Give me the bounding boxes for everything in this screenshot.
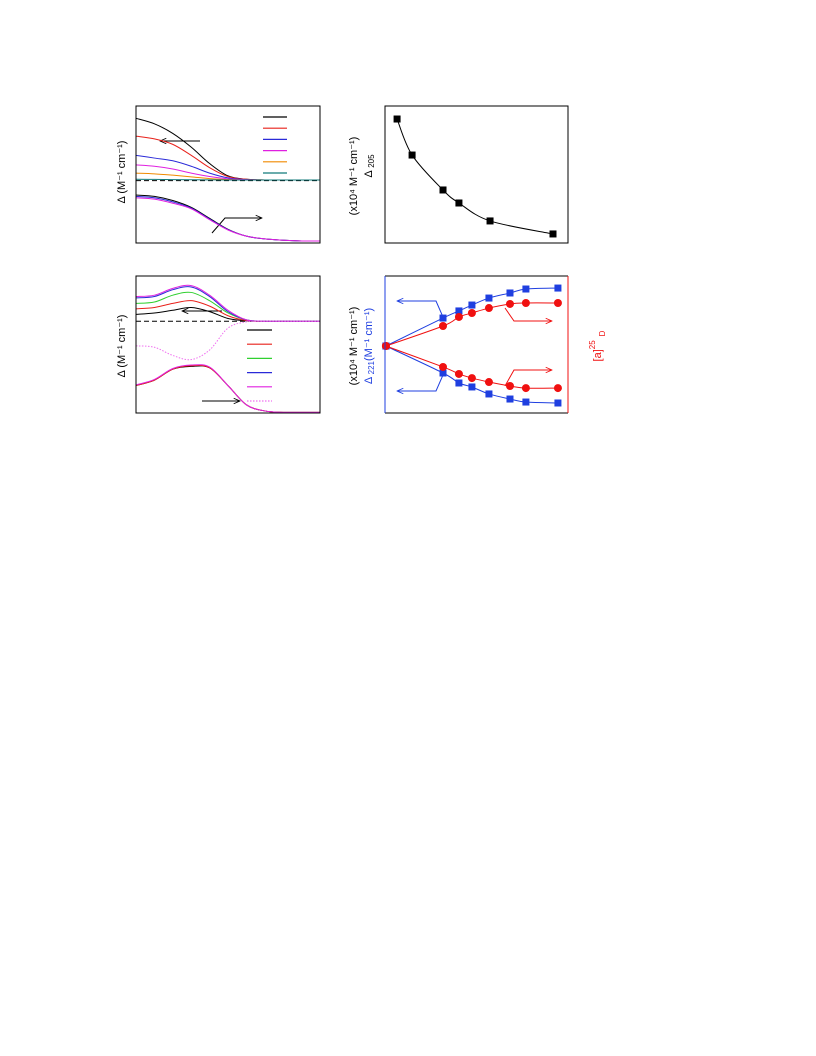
marker xyxy=(381,342,390,351)
subscript: 221 xyxy=(367,360,376,374)
y-axis-label: Δ (M⁻¹ cm⁻¹) xyxy=(116,141,128,204)
arrow xyxy=(397,374,444,391)
marker xyxy=(553,298,562,307)
line xyxy=(135,320,320,361)
plot-frame xyxy=(135,275,321,414)
marker xyxy=(454,312,463,321)
marker xyxy=(455,379,463,387)
marker xyxy=(522,285,530,293)
marker xyxy=(439,362,448,371)
marker xyxy=(554,284,562,292)
line xyxy=(135,178,320,181)
y-axis-label: (x10⁴ M⁻¹ cm⁻¹) xyxy=(348,307,360,386)
arrow xyxy=(397,301,444,318)
subscript: 205 xyxy=(367,154,376,168)
marker xyxy=(439,186,447,194)
marker xyxy=(553,384,562,393)
marker xyxy=(506,395,514,403)
marker xyxy=(468,301,476,309)
line xyxy=(135,307,320,322)
marker xyxy=(521,384,530,393)
line xyxy=(135,135,320,181)
line xyxy=(135,364,320,413)
y-axis-label: Δ (M⁻¹ cm⁻¹) xyxy=(116,315,128,378)
marker xyxy=(485,390,493,398)
marker xyxy=(455,307,463,315)
marker xyxy=(486,217,494,225)
line xyxy=(135,117,320,181)
marker xyxy=(506,289,514,297)
line xyxy=(135,364,320,413)
marker xyxy=(484,304,493,313)
subscript: D xyxy=(598,330,607,336)
marker xyxy=(505,299,514,308)
line xyxy=(135,291,320,322)
marker xyxy=(439,369,447,377)
line xyxy=(135,195,321,242)
marker xyxy=(554,399,562,407)
y-axis-label: Δ 221(M⁻¹ cm⁻¹) xyxy=(363,308,376,384)
marker xyxy=(549,230,557,238)
plot-frame xyxy=(384,105,569,244)
marker xyxy=(408,151,416,159)
arrow xyxy=(504,307,552,321)
marker xyxy=(468,383,476,391)
marker xyxy=(439,314,447,322)
fit-line xyxy=(396,118,554,235)
line xyxy=(135,365,320,413)
marker xyxy=(484,378,493,387)
marker xyxy=(522,398,530,406)
y-axis-label: (x10⁴ M⁻¹ cm⁻¹) xyxy=(348,137,360,216)
marker xyxy=(393,115,401,123)
arrow xyxy=(504,370,552,387)
marker xyxy=(505,382,514,391)
y-axis-symbol: Δ 205 xyxy=(363,154,376,178)
marker xyxy=(454,369,463,378)
superscript: 25 xyxy=(588,340,597,349)
marker xyxy=(467,374,476,383)
marker xyxy=(521,298,530,307)
arrow xyxy=(211,218,262,234)
symbol: Δ xyxy=(363,170,375,178)
y2-axis-label: [a]25D xyxy=(588,330,607,361)
plot-frame xyxy=(135,105,321,244)
marker xyxy=(467,308,476,317)
marker xyxy=(455,199,463,207)
marker xyxy=(439,322,448,331)
line xyxy=(135,197,321,242)
arrows xyxy=(160,141,552,401)
symbol: [a] xyxy=(592,349,604,361)
marker xyxy=(485,294,493,302)
unit: (M⁻¹ cm⁻¹) xyxy=(363,308,375,361)
symbol: Δ xyxy=(363,376,375,384)
